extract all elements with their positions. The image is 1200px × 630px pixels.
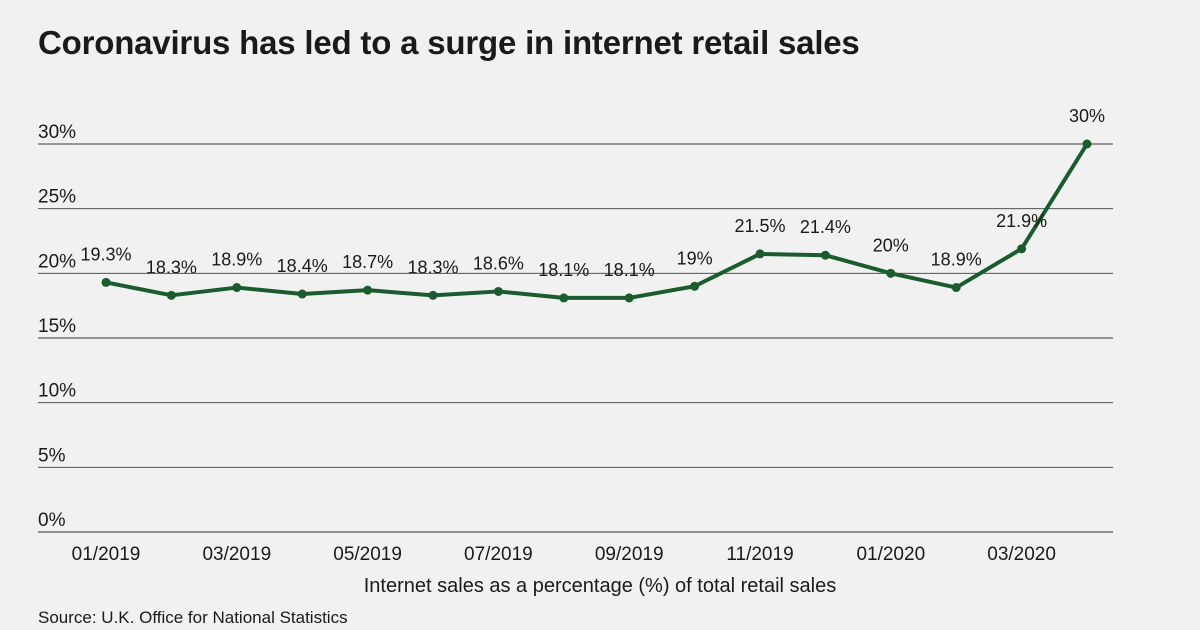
- x-tick-label: 01/2019: [72, 544, 141, 565]
- x-tick-label: 03/2020: [987, 544, 1056, 565]
- y-tick-label: 25%: [38, 187, 76, 208]
- data-point: [820, 250, 830, 260]
- data-point: [559, 293, 569, 303]
- y-tick-label: 20%: [38, 251, 76, 272]
- data-label: 19%: [677, 248, 713, 268]
- data-label: 18.7%: [342, 252, 393, 272]
- data-label: 18.9%: [211, 250, 262, 270]
- data-label: 18.9%: [931, 250, 982, 270]
- x-tick-label: 11/2019: [726, 544, 793, 565]
- x-tick-label: 09/2019: [595, 544, 664, 565]
- x-tick-label: 07/2019: [464, 544, 533, 565]
- data-point: [755, 249, 765, 259]
- data-point: [166, 290, 176, 300]
- x-axis-label: Internet sales as a percentage (%) of to…: [363, 575, 837, 597]
- data-labels: 19.3% 18.3% 18.9% 18.4% 18.7% 18.3% 18.6% 18.1%…: [80, 106, 1105, 280]
- x-tick-label: 05/2019: [333, 544, 402, 565]
- data-point: [690, 281, 700, 291]
- data-label: 18.3%: [146, 257, 197, 277]
- data-point: [951, 283, 961, 293]
- data-label: 21.4%: [800, 217, 851, 237]
- data-label: 18.6%: [473, 253, 524, 273]
- data-label: 20%: [873, 235, 909, 255]
- chart-title: Coronavirus has led to a surge in intern…: [38, 24, 860, 61]
- y-tick-label: 10%: [38, 381, 76, 402]
- data-point: [428, 290, 438, 300]
- data-label: 21.9%: [996, 211, 1047, 231]
- grid-lines: [38, 143, 1113, 533]
- x-tick-label: 03/2019: [202, 544, 271, 565]
- data-label: 21.5%: [734, 216, 785, 236]
- data-label: 18.1%: [604, 260, 655, 280]
- data-point: [1082, 139, 1092, 149]
- data-points: [101, 139, 1092, 303]
- y-tick-label: 0%: [38, 510, 66, 531]
- series-polyline: [104, 142, 1089, 300]
- data-point: [886, 268, 896, 278]
- source-note: Source: U.K. Office for National Statist…: [38, 608, 348, 627]
- data-point: [363, 285, 373, 295]
- data-label: 30%: [1069, 106, 1105, 126]
- data-label: 18.3%: [407, 257, 458, 277]
- y-tick-label: 5%: [38, 445, 66, 466]
- data-point: [1017, 244, 1027, 254]
- y-tick-label: 15%: [38, 316, 76, 337]
- data-point: [624, 293, 634, 303]
- data-label: 19.3%: [80, 244, 131, 264]
- x-axis-ticks: 01/2019 03/2019 05/2019 07/2019 09/2019 11/20…: [72, 544, 1056, 565]
- data-point: [232, 283, 242, 293]
- data-point: [297, 289, 307, 299]
- data-label: 18.4%: [277, 256, 328, 276]
- series-line: [104, 142, 1089, 300]
- data-point: [101, 277, 111, 287]
- data-point: [493, 286, 503, 296]
- y-axis-ticks: 0% 5% 10% 15% 20% 25% 30%: [38, 122, 76, 531]
- y-tick-label: 30%: [38, 122, 76, 143]
- x-tick-label: 01/2020: [856, 544, 925, 565]
- data-label: 18.1%: [538, 260, 589, 280]
